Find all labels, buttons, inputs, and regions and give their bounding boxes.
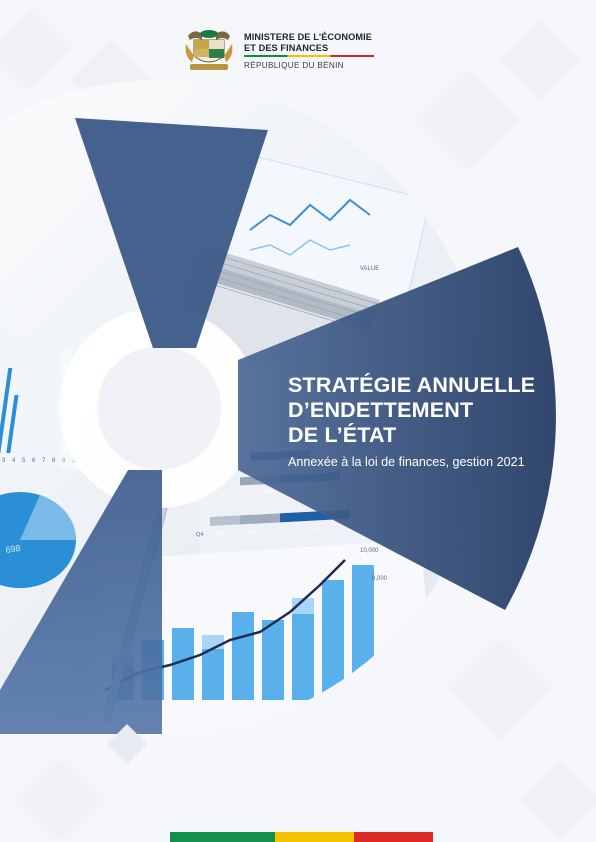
flag-green-stripe: [170, 832, 276, 842]
bottom-wedge: [0, 470, 162, 734]
republic-name: RÉPUBLIQUE DU BÉNIN: [244, 61, 344, 70]
document-title: STRATÉGIE ANNUELLE D’ENDETTEMENT DE L’ÉT…: [288, 373, 588, 470]
bar-label: 564: [246, 530, 255, 536]
title-line-3: DE L’ÉTAT: [288, 423, 397, 447]
right-wedge: [238, 247, 556, 610]
flag-rule: [244, 55, 374, 57]
axis-label: 8,000: [372, 576, 388, 582]
tick-label: 3: [2, 458, 6, 464]
top-wedge: [75, 118, 268, 348]
bar-label: Q4: [196, 532, 203, 538]
flag-red-stripe: [354, 832, 433, 842]
footer-flag-band: [170, 832, 433, 842]
left-bar-chart: 3 4 5 6 7 8 9 10: [0, 330, 90, 470]
tick-label: 4: [12, 458, 16, 464]
title-line-1: STRATÉGIE ANNUELLE: [288, 373, 536, 397]
tick-label: 6: [32, 458, 36, 464]
tick-label: 5: [22, 458, 26, 464]
diamond-accent: [107, 724, 147, 764]
axis-label: 10,000: [360, 548, 379, 554]
ministry-name-line2: ET DES FINANCES: [244, 42, 329, 53]
blue-sector-panels: [0, 118, 556, 734]
ministry-header: MINISTERE DE L'ÉCONOMIE ET DES FINANCES …: [184, 26, 384, 76]
pie-label: 698: [5, 543, 21, 555]
tick-label: 9: [62, 458, 66, 464]
bar-label: 698: [264, 489, 273, 495]
ministry-name-line1: MINISTERE DE L'ÉCONOMIE: [244, 32, 373, 42]
pie-chart: 698: [0, 492, 77, 588]
title-line-2: D’ENDETTEMENT: [288, 398, 474, 422]
benin-coat-of-arms-icon: [185, 30, 233, 70]
bar-label: 1.2: [312, 528, 320, 534]
document-subtitle: Annexée à la loi de finances, gestion 20…: [288, 455, 525, 469]
ministry-name: MINISTERE DE L'ÉCONOMIE ET DES FINANCES: [244, 32, 384, 53]
flag-yellow-stripe: [275, 832, 355, 842]
white-overlay: [59, 308, 259, 508]
axis-label: VALUE: [360, 266, 379, 272]
tick-label: 7: [42, 458, 46, 464]
tick-label: 8: [52, 458, 56, 464]
bar-label: 205: [216, 531, 225, 537]
